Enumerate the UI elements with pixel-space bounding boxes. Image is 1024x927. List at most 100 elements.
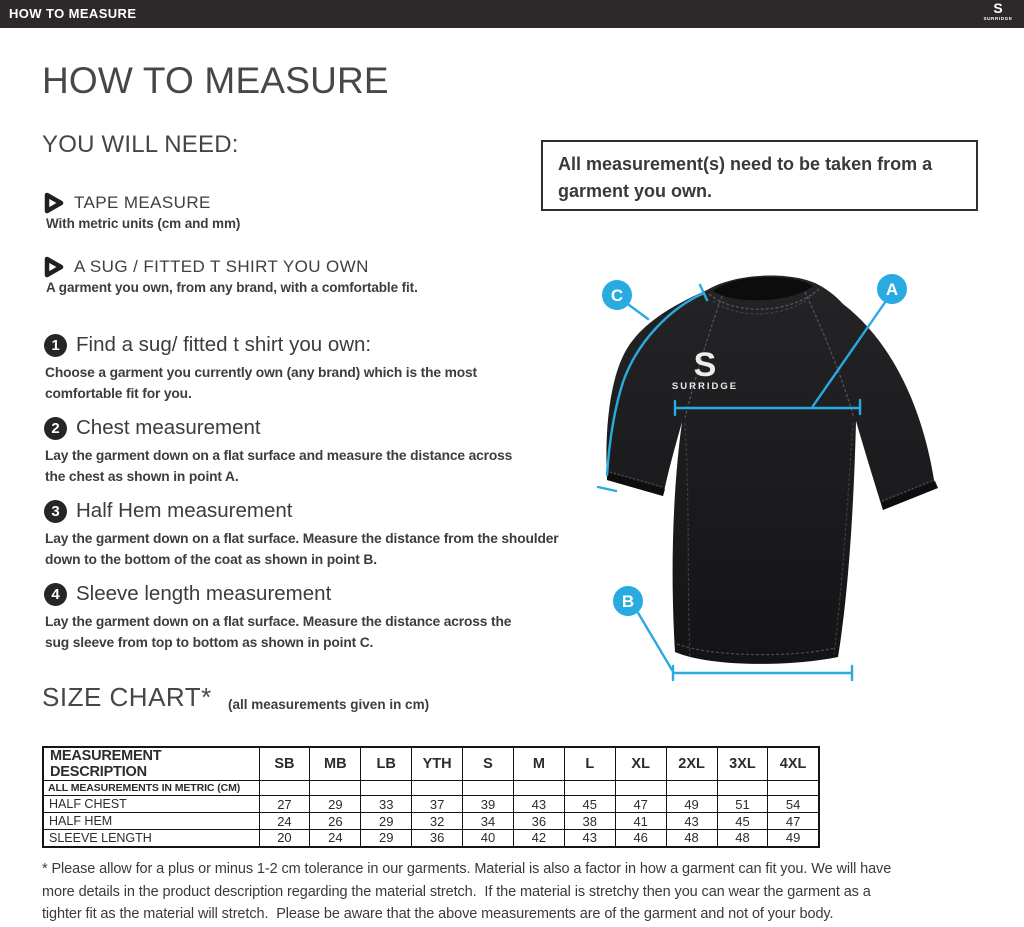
marker-a-label: A <box>886 280 898 299</box>
sleeve-measure-curve <box>605 291 706 477</box>
table-row-sleeve-length: SLEEVE LENGTH 20 24 29 36 40 42 43 46 48… <box>42 829 820 847</box>
measurement-value: 46 <box>614 829 667 847</box>
measurement-value: 26 <box>309 812 362 830</box>
measurement-value: 49 <box>665 795 718 813</box>
step-number-badge: 2 <box>44 416 67 440</box>
measurement-value: 24 <box>258 812 311 830</box>
measurement-value: 33 <box>360 795 413 813</box>
row-label: HALF CHEST <box>42 795 260 813</box>
empty-cell <box>614 780 667 796</box>
shirt-collar-opening <box>713 277 813 301</box>
step-body: Lay the garment down on a flat surface. … <box>45 531 559 567</box>
step-number-badge: 3 <box>44 499 67 523</box>
column-header-size: 2XL <box>665 746 718 781</box>
size-chart-table: MEASUREMENT DESCRIPTION SB MB LB YTH S M… <box>42 746 820 848</box>
shirt-silhouette <box>606 275 935 664</box>
column-header-size: 4XL <box>767 746 820 781</box>
surridge-s-icon: S <box>993 0 1003 16</box>
need-item-tape-measure: TAPE MEASURE With metric units (cm and m… <box>44 192 240 231</box>
marker-b-label: B <box>622 592 634 611</box>
column-header-size: SB <box>258 746 311 781</box>
step-title: Half Hem measurement <box>76 499 293 522</box>
shirt-illustration: S SURRIDGE A <box>596 274 938 682</box>
column-header-description: MEASUREMENT DESCRIPTION <box>42 746 260 781</box>
marker-c-badge <box>602 280 632 310</box>
column-header-size: L <box>563 746 616 781</box>
marker-c-label: C <box>611 286 623 305</box>
measurement-value: 41 <box>614 812 667 830</box>
topbar-title: HOW TO MEASURE <box>9 6 137 21</box>
measurement-value: 36 <box>411 829 464 847</box>
measurement-value: 43 <box>665 812 718 830</box>
measurement-value: 40 <box>462 829 514 847</box>
raglan-seam-right <box>804 291 855 419</box>
table-row-half-hem: HALF HEM 24 26 29 32 34 36 38 41 43 45 4… <box>42 812 820 830</box>
measurement-value: 45 <box>716 812 769 830</box>
callout-box: All measurement(s) need to be taken from… <box>541 140 978 211</box>
measurement-value: 43 <box>512 795 565 813</box>
measurement-value: 43 <box>563 829 616 847</box>
marker-c-pointer-line <box>627 303 650 321</box>
marker-b-pointer-line <box>635 609 674 672</box>
need-item-label: A SUG / FITTED T SHIRT YOU OWN <box>74 257 369 276</box>
column-header-size: MB <box>309 746 362 781</box>
step-number-badge: 1 <box>44 333 67 357</box>
measurement-value: 39 <box>462 795 514 813</box>
cuff-stitch-left <box>609 471 664 488</box>
measurement-value: 49 <box>767 829 820 847</box>
you-will-need-heading: YOU WILL NEED: <box>42 131 239 158</box>
column-header-size: YTH <box>411 746 464 781</box>
cuff-stitch-right <box>881 479 935 502</box>
step-body: Lay the garment down on a flat surface a… <box>45 448 513 484</box>
empty-cell <box>309 780 362 796</box>
row-label: HALF HEM <box>42 812 260 830</box>
column-header-size: LB <box>360 746 413 781</box>
measurement-value: 37 <box>411 795 464 813</box>
empty-cell <box>716 780 769 796</box>
play-triangle-icon <box>44 256 64 278</box>
step-title: Chest measurement <box>76 416 261 439</box>
sleeve-measure-tick-top <box>698 283 709 302</box>
empty-cell <box>462 780 514 796</box>
table-header-row: MEASUREMENT DESCRIPTION SB MB LB YTH S M… <box>42 746 820 781</box>
step-body: Lay the garment down on a flat surface. … <box>45 614 512 650</box>
page-title: HOW TO MEASURE <box>42 60 389 101</box>
side-seam-right <box>833 422 854 655</box>
empty-cell <box>258 780 311 796</box>
step-4: 4 Sleeve length measurement Lay the garm… <box>44 582 564 653</box>
step-title: Sleeve length measurement <box>76 582 332 605</box>
empty-cell <box>767 780 820 796</box>
measurement-value: 27 <box>258 795 311 813</box>
measurement-value: 29 <box>360 829 413 847</box>
hem-stitch <box>676 643 836 656</box>
measurement-value: 48 <box>665 829 718 847</box>
measurement-value: 32 <box>411 812 464 830</box>
collar-stitch <box>708 288 820 310</box>
step-3: 3 Half Hem measurement Lay the garment d… <box>44 499 564 570</box>
empty-cell <box>360 780 413 796</box>
measurement-value: 36 <box>512 812 565 830</box>
marker-a-badge <box>877 274 907 304</box>
tolerance-footnote: * Please allow for a plus or minus 1-2 c… <box>42 861 892 922</box>
sleeve-measure-tick-bottom <box>596 485 618 493</box>
table-row-half-chest: HALF CHEST 27 29 33 37 39 43 45 47 49 51… <box>42 795 820 813</box>
raglan-seam-left <box>684 295 723 419</box>
marker-b-badge <box>613 586 643 616</box>
measurement-value: 45 <box>563 795 616 813</box>
size-chart-heading: SIZE CHART* <box>42 682 212 712</box>
step-title: Find a sug/ fitted t shirt you own: <box>76 333 372 356</box>
empty-cell <box>411 780 464 796</box>
surridge-brand-text: SURRIDGE <box>983 16 1013 21</box>
size-chart-subheading: (all measurements given in cm) <box>228 697 430 712</box>
measurement-value: 20 <box>258 829 311 847</box>
table-note-row: ALL MEASUREMENTS IN METRIC (CM) <box>42 780 820 796</box>
collar-stitch-2 <box>712 294 814 315</box>
marker-a-pointer-line <box>811 299 888 408</box>
measurement-value: 24 <box>309 829 362 847</box>
measurement-value: 38 <box>563 812 616 830</box>
step-1: 1 Find a sug/ fitted t shirt you own: Ch… <box>44 333 564 404</box>
empty-cell <box>563 780 616 796</box>
step-2: 2 Chest measurement Lay the garment down… <box>44 416 564 487</box>
empty-cell <box>665 780 718 796</box>
shirt-logo-s-icon: S <box>694 346 717 384</box>
